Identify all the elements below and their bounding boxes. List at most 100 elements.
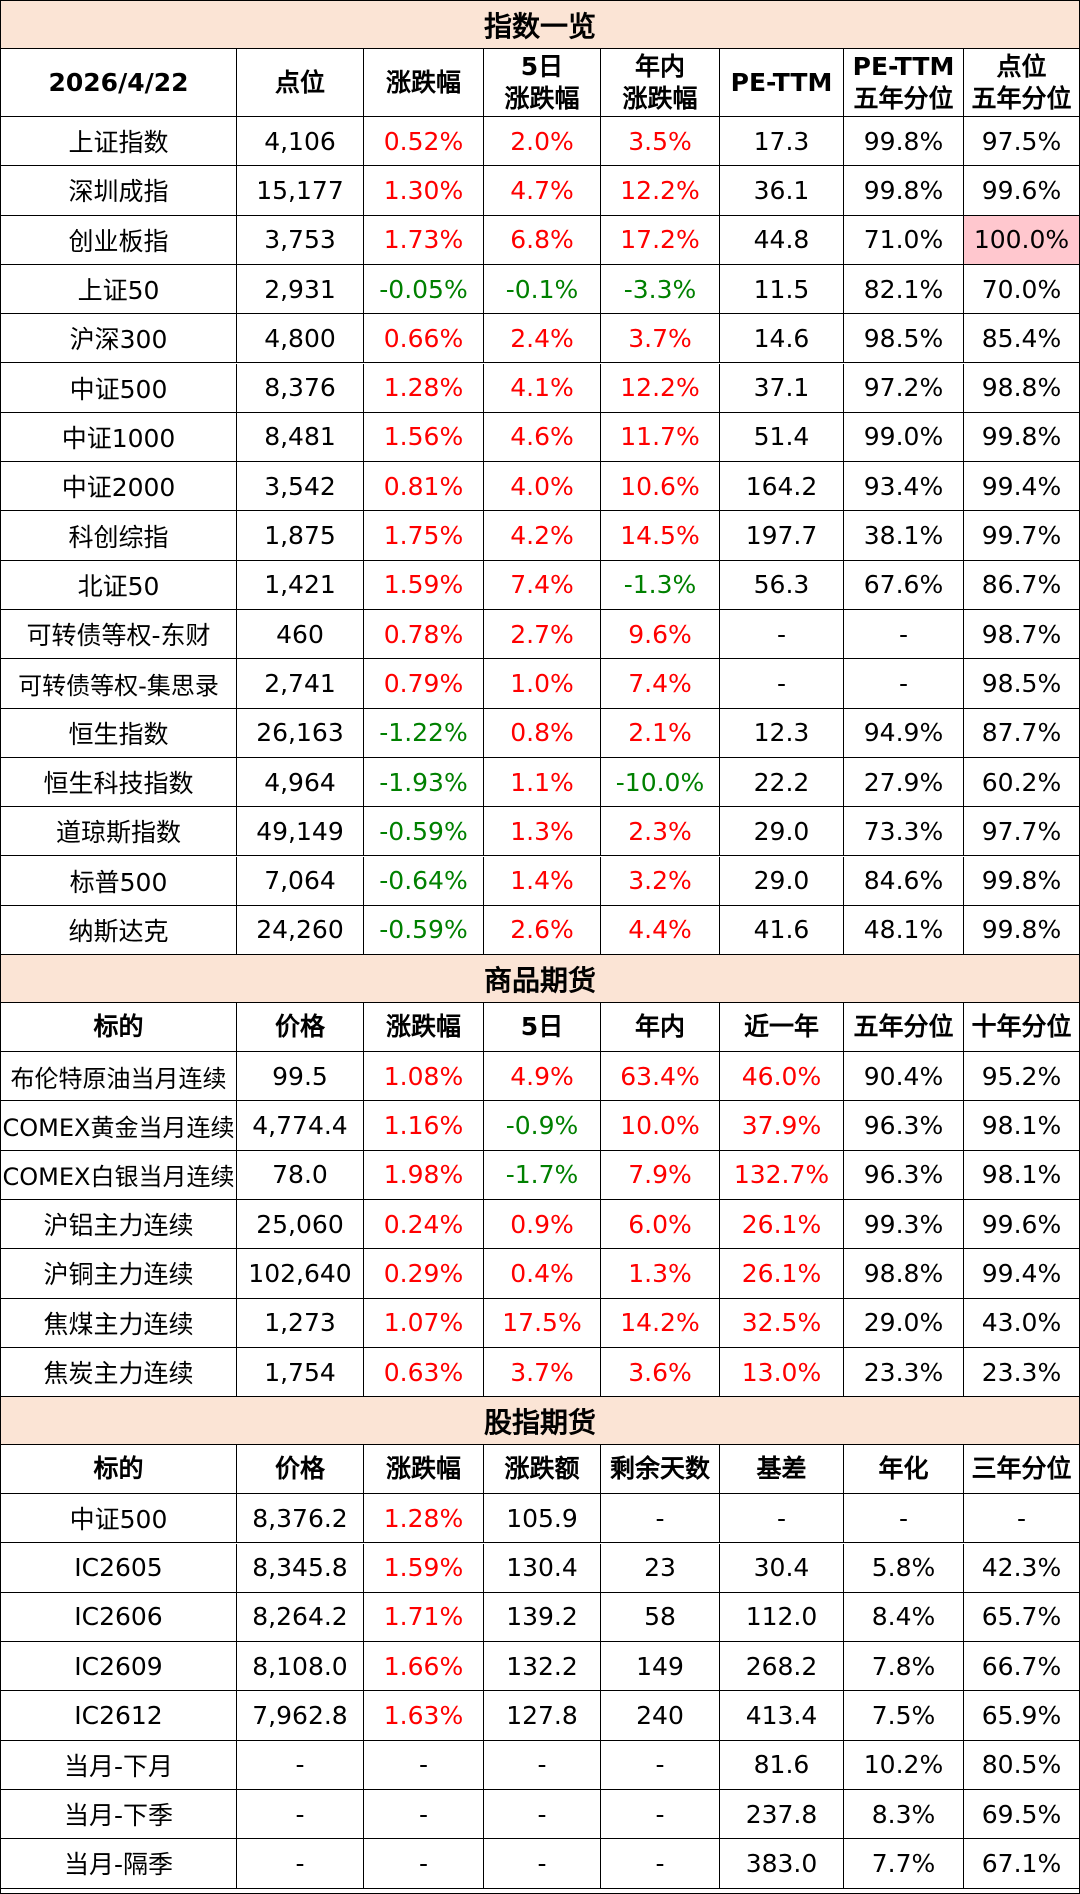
- index-header-cell: 2026/4/22: [1, 49, 237, 116]
- index-cell: 41.6: [720, 905, 844, 955]
- index-cell: 1.73%: [364, 215, 484, 264]
- commodity-cell: -1.7%: [484, 1150, 601, 1199]
- commodity-cell: -0.9%: [484, 1101, 601, 1150]
- index-header-cell: 涨跌幅: [364, 49, 484, 116]
- index-cell: 29.0: [720, 856, 844, 905]
- index-cell: 8,481: [237, 412, 364, 462]
- commodity-cell: 6.0%: [601, 1200, 720, 1249]
- index-table-row: 深圳成指 15,177 1.30% 4.7% 12.2% 36.1 99.8% 99.6%: [1, 166, 1079, 216]
- commodity-row-label: 布伦特原油当月连续: [1, 1052, 237, 1101]
- index-cell: 99.8%: [844, 166, 964, 215]
- index-cell: 1.4%: [484, 856, 601, 905]
- index-cell: 1.1%: [484, 757, 601, 807]
- index-cell: 3,542: [237, 462, 364, 511]
- index-row-label: 中证500: [1, 363, 237, 412]
- futures-cell: 8,264.2: [237, 1592, 364, 1642]
- index-cell: 99.8%: [844, 117, 964, 166]
- futures-row-label: IC2605: [1, 1543, 237, 1592]
- futures-cell: 130.4: [484, 1543, 601, 1592]
- index-cell: 26,163: [237, 708, 364, 757]
- index-row-label: 创业板指: [1, 215, 237, 264]
- index-cell: 2.4%: [484, 314, 601, 363]
- commodity-header-cell: 五年分位: [844, 1003, 964, 1052]
- index-cell: 98.8%: [981, 373, 1062, 403]
- commodity-row-label: 焦煤主力连续: [1, 1298, 237, 1347]
- index-cell: 86.7%: [981, 570, 1062, 600]
- futures-header-cell: 三年分位: [971, 1454, 1072, 1484]
- commodity-cell: 26.1%: [720, 1249, 844, 1298]
- index-cell: 9.6%: [601, 610, 720, 659]
- futures-cell: 383.0: [720, 1839, 844, 1888]
- commodity-cell: 0.4%: [484, 1249, 601, 1298]
- index-table-row: 沪深300 4,800 0.66% 2.4% 3.7% 14.6 98.5% 85.4%: [1, 314, 1079, 364]
- commodity-header-cell: 标的: [1, 1003, 237, 1052]
- futures-cell: -: [364, 1740, 484, 1789]
- futures-header-cell: 剩余天数: [601, 1445, 720, 1494]
- index-cell: 99.8%: [981, 866, 1062, 896]
- futures-table-row: IC2606 8,264.2 1.71% 139.2 58 112.0 8.4% 65.7%: [1, 1592, 1079, 1643]
- index-header-cell: 点位: [237, 49, 364, 116]
- index-row-label: 上证50: [1, 264, 237, 314]
- index-cell: 93.4%: [844, 462, 964, 511]
- commodity-row-label: 沪铜主力连续: [1, 1249, 237, 1298]
- futures-cell: 1.63%: [364, 1691, 484, 1740]
- index-table-row: 中证1000 8,481 1.56% 4.6% 11.7% 51.4 99.0% 99.8%: [1, 412, 1079, 463]
- futures-cell: 80.5%: [981, 1750, 1062, 1780]
- index-cell: -1.93%: [364, 757, 484, 807]
- index-cell: 4.0%: [484, 462, 601, 511]
- index-cell: 36.1: [720, 166, 844, 215]
- futures-cell: -: [484, 1740, 601, 1789]
- index-cell: 87.7%: [981, 718, 1062, 748]
- futures-table-row: 当月-下月 - - - -81.6 10.2% 80.5%: [1, 1740, 1079, 1790]
- commodity-row-label: COMEX黄金当月连续: [1, 1101, 237, 1150]
- index-table-row: 道琼斯指数 49,149 -0.59% 1.3% 2.3% 29.0 73.3% 97.7%: [1, 807, 1079, 857]
- index-table-row: 北证50 1,421 1.59% 7.4% -1.3% 56.3 67.6% 86.7%: [1, 560, 1079, 610]
- index-cell: 1.56%: [364, 412, 484, 462]
- commodity-cell: 90.4%: [844, 1052, 964, 1101]
- index-cell: 0.8%: [484, 708, 601, 757]
- futures-cell: 237.8: [720, 1790, 844, 1839]
- commodity-row-label: COMEX白银当月连续: [1, 1150, 237, 1199]
- commodity-cell: 78.0: [237, 1150, 364, 1199]
- index-cell: -: [844, 610, 964, 659]
- futures-header-row: 标的 价格 涨跌幅 涨跌额 剩余天数 基差 年化 三年分位: [1, 1445, 1079, 1495]
- index-cell: 7.4%: [484, 560, 601, 609]
- futures-table-row: 中证500 8,376.2 1.28% 105.9- - - -: [1, 1494, 1079, 1544]
- index-cell: 99.0%: [844, 412, 964, 462]
- index-cell: 4,964: [237, 757, 364, 807]
- commodity-header-cell: 价格: [237, 1003, 364, 1052]
- commodity-cell: 96.3%: [844, 1101, 964, 1150]
- index-cell: -0.64%: [364, 856, 484, 905]
- index-cell: 97.5%: [981, 126, 1062, 156]
- futures-cell: 268.2: [720, 1642, 844, 1691]
- futures-cell: 69.5%: [981, 1799, 1062, 1829]
- futures-table-row: IC2605 8,345.8 1.59% 130.4 23 30.4 5.8% 42.3%: [1, 1543, 1079, 1593]
- futures-cell: -: [237, 1740, 364, 1789]
- commodity-cell: 98.1%: [981, 1160, 1062, 1190]
- futures-cell: -: [601, 1839, 720, 1888]
- futures-cell: -: [484, 1839, 601, 1888]
- commodity-cell: 4.9%: [484, 1052, 601, 1101]
- commodity-cell: 10.0%: [601, 1101, 720, 1150]
- futures-cell: -: [601, 1790, 720, 1839]
- commodity-cell: 132.7%: [720, 1150, 844, 1199]
- index-cell: 1.3%: [484, 807, 601, 856]
- index-cell: 2,741: [237, 659, 364, 708]
- index-header-cell: PE-TTM 五年分位: [844, 49, 964, 116]
- futures-cell: 65.9%: [981, 1701, 1062, 1731]
- index-table-row: 创业板指 3,753 1.73% 6.8% 17.2% 44.8 71.0% 100.0%: [1, 215, 1079, 265]
- index-cell: 11.7%: [601, 412, 720, 462]
- commodity-cell: 96.3%: [844, 1150, 964, 1199]
- commodity-cell: 7.9%: [601, 1150, 720, 1199]
- futures-cell: 7.7%: [844, 1839, 964, 1888]
- index-table-row: 恒生指数 26,163 -1.22% 0.8% 2.1% 12.3 94.9% 87.7%: [1, 708, 1079, 758]
- futures-table-row: 当月-隔季 - - - -383.0 7.7% 67.1%: [1, 1839, 1079, 1889]
- index-cell: 3.2%: [601, 856, 720, 905]
- index-cell: 100.0%: [964, 215, 1079, 264]
- futures-cell: 7.5%: [844, 1691, 964, 1740]
- index-cell: 27.9%: [844, 757, 964, 807]
- futures-cell: 240: [601, 1691, 720, 1740]
- commodity-header-cell: 十年分位: [971, 1012, 1072, 1042]
- futures-row-label: 当月-下月: [1, 1740, 237, 1789]
- futures-header-cell: 年化: [844, 1445, 964, 1494]
